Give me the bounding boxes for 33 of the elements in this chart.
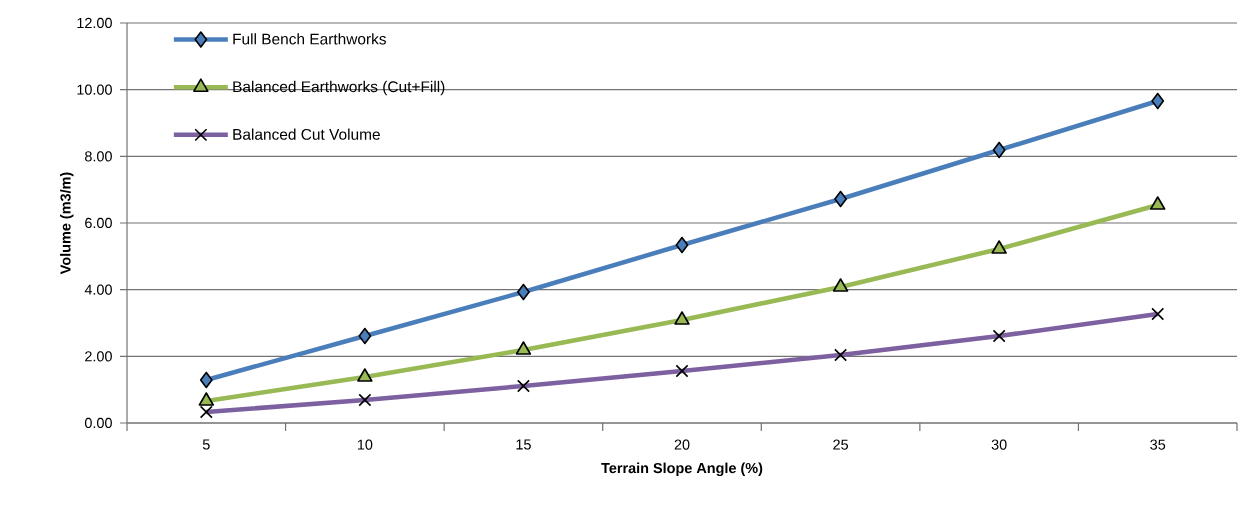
- x-tick-label: 25: [833, 439, 849, 450]
- y-tick-label: 12.00: [77, 17, 112, 29]
- y-tick-label: 4.00: [84, 284, 112, 295]
- point: [674, 311, 690, 325]
- point: [992, 141, 1006, 159]
- point: [199, 371, 213, 389]
- x-tick-label: 15: [516, 439, 531, 450]
- point: [832, 278, 849, 292]
- point: [358, 327, 372, 345]
- x-tick-label: 30: [991, 439, 1007, 450]
- point: [198, 392, 215, 406]
- y-axis-title: Volume (m3/m): [60, 172, 74, 275]
- point: [991, 240, 1007, 254]
- point: [357, 368, 373, 382]
- x-axis-title: Terrain Slope Angle (%): [601, 462, 763, 477]
- y-tick-label: 6.00: [85, 217, 112, 229]
- y-tick-label: 2.00: [85, 351, 112, 362]
- y-tick-label: 0.00: [84, 417, 112, 429]
- point: [1149, 196, 1166, 210]
- point: [517, 283, 530, 301]
- point: [1151, 92, 1165, 110]
- x-tick-label: 10: [357, 439, 373, 450]
- legend-label: Balanced Earthworks (Cut+Fill): [233, 80, 445, 96]
- x-tick-label: 35: [1150, 439, 1166, 450]
- legend-label: Balanced Cut Volume: [233, 128, 380, 140]
- x-tick-label: 5: [202, 439, 210, 450]
- y-tick-label: 8.00: [85, 151, 112, 162]
- point: [515, 341, 532, 355]
- point: [675, 236, 689, 254]
- y-tick-label: 10.00: [77, 84, 112, 95]
- point: [834, 190, 847, 208]
- x-tick-label: 20: [674, 439, 690, 450]
- legend-label: Full Bench Earthworks: [233, 33, 386, 45]
